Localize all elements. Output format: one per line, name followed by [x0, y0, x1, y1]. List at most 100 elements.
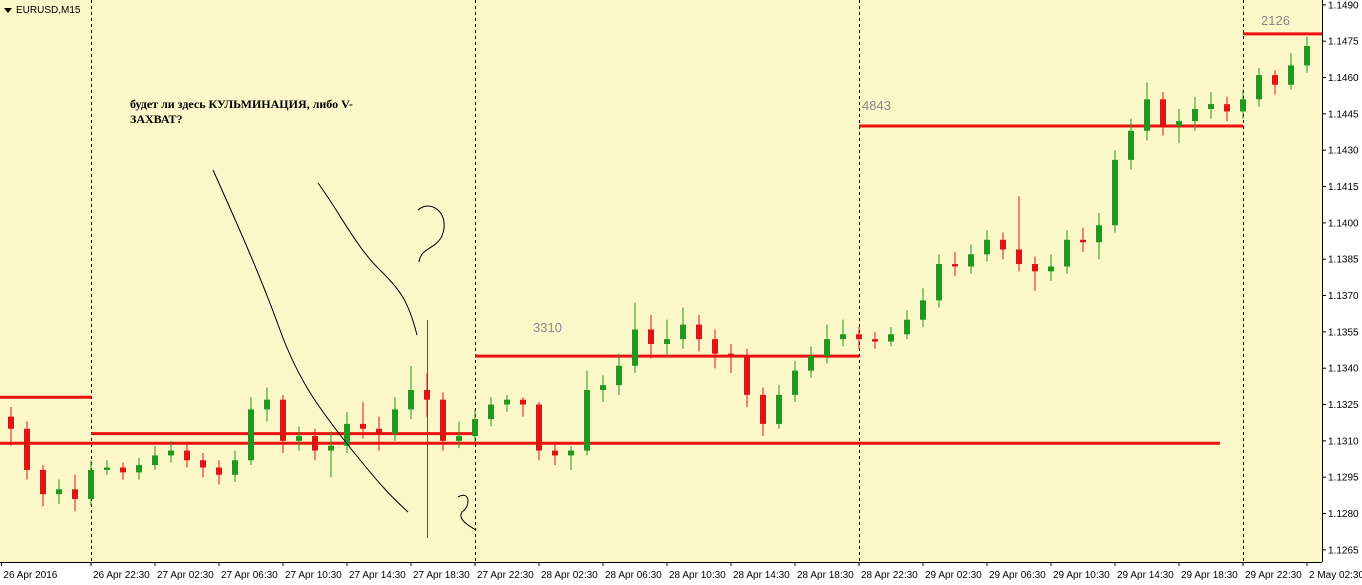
candle-body: [1000, 239, 1006, 250]
y-tick-label: 1.1370: [1328, 291, 1359, 302]
candle-body: [616, 365, 622, 386]
x-tick-label: 27 Apr 02:30: [157, 570, 214, 581]
candle-body: [904, 319, 910, 335]
candle-body: [984, 239, 990, 255]
hand-stroke: [212, 169, 409, 513]
candle-body: [40, 469, 46, 495]
x-tick-label: 29 Apr 14:30: [1117, 570, 1174, 581]
y-tick-label: 1.1475: [1328, 37, 1359, 48]
candle-body: [1128, 130, 1134, 160]
candle-body: [552, 450, 558, 456]
candle-body: [568, 450, 574, 456]
level-label: 3310: [533, 320, 562, 335]
y-tick-label: 1.1295: [1328, 473, 1359, 484]
candle-body: [1176, 121, 1182, 126]
candle-body: [1160, 99, 1166, 126]
candle-body: [856, 334, 862, 340]
candle-body: [456, 436, 462, 441]
x-tick-label: 27 Apr 14:30: [349, 570, 406, 581]
candle-body: [344, 423, 350, 446]
x-tick-label: 28 Apr 22:30: [861, 570, 918, 581]
candle-body: [376, 428, 382, 434]
candle-body: [312, 436, 318, 451]
candle-body: [184, 450, 190, 461]
candle-body: [1192, 109, 1198, 122]
x-tick-label: 27 Apr 22:30: [477, 570, 534, 581]
candle-body: [744, 356, 750, 395]
x-tick-label: 29 Apr 10:30: [1053, 570, 1110, 581]
note-line: будет ли здесь КУЛЬМИНАЦИЯ, либо V-: [130, 97, 353, 111]
candle-body: [168, 450, 174, 456]
candle-body: [296, 436, 302, 441]
candle-body: [1016, 249, 1022, 265]
y-tick-label: 1.1310: [1328, 436, 1359, 447]
candle-body: [1096, 225, 1102, 243]
candle-body: [664, 339, 670, 344]
candle-body: [232, 460, 238, 475]
candle-body: [584, 390, 590, 451]
candle-body: [920, 300, 926, 320]
candle-body: [776, 394, 782, 424]
title-arrow: [4, 8, 12, 13]
candle-body: [728, 353, 734, 357]
candle-body: [88, 469, 94, 500]
candle-body: [536, 404, 542, 451]
candle-body: [280, 399, 286, 441]
candle-body: [840, 334, 846, 340]
y-tick-label: 1.1490: [1328, 0, 1359, 11]
candle-body: [888, 334, 894, 342]
hand-stroke: [317, 182, 418, 336]
x-tick-label: 26 Apr 22:30: [93, 570, 150, 581]
candle-body: [712, 339, 718, 354]
x-tick-label: 2 May 02:30: [1309, 570, 1362, 581]
candle-body: [1288, 65, 1294, 85]
candle-body: [152, 455, 158, 466]
candle-body: [936, 264, 942, 301]
candle-body: [1048, 266, 1054, 272]
symbol-title: EURUSD,M15: [16, 5, 81, 16]
candle-body: [808, 356, 814, 371]
candle-body: [56, 489, 62, 495]
x-tick-label: 27 Apr 06:30: [221, 570, 278, 581]
candle-body: [408, 390, 414, 410]
x-tick-label: 27 Apr 10:30: [285, 570, 342, 581]
candle-body: [392, 409, 398, 434]
candle-body: [1112, 159, 1118, 226]
candle-body: [24, 428, 30, 470]
candle-body: [792, 370, 798, 395]
y-tick-label: 1.1340: [1328, 364, 1359, 375]
y-tick-label: 1.1265: [1328, 545, 1359, 556]
y-tick-label: 1.1325: [1328, 400, 1359, 411]
hand-question: [417, 205, 445, 263]
candle-body: [696, 324, 702, 340]
x-tick-label: 28 Apr 02:30: [541, 570, 598, 581]
x-tick-label: 29 Apr 22:30: [1245, 570, 1302, 581]
plot-background: [0, 0, 1322, 562]
level-label: 2126: [1261, 13, 1290, 28]
candle-body: [760, 394, 766, 424]
candle-body: [440, 399, 446, 441]
candle-body: [1080, 239, 1086, 243]
candle-body: [104, 467, 110, 470]
x-tick-label: 28 Apr 10:30: [669, 570, 726, 581]
x-tick-label: 28 Apr 06:30: [605, 570, 662, 581]
candle-body: [1256, 75, 1262, 100]
candle-body: [952, 264, 958, 267]
candle-body: [1144, 99, 1150, 131]
candle-body: [824, 339, 830, 357]
y-tick-label: 1.1400: [1328, 218, 1359, 229]
candle-body: [8, 416, 14, 429]
candle-body: [1304, 46, 1310, 66]
candle-body: [328, 445, 334, 451]
candle-body: [968, 254, 974, 267]
candle-body: [648, 329, 654, 344]
candle-body: [504, 399, 510, 405]
note-line: ЗАХВАТ?: [130, 112, 183, 126]
candle-body: [520, 399, 526, 405]
x-tick-label: 26 Apr 2016: [3, 570, 57, 581]
candle-body: [1208, 104, 1214, 110]
candle-body: [488, 404, 494, 420]
x-tick-label: 29 Apr 06:30: [989, 570, 1046, 581]
